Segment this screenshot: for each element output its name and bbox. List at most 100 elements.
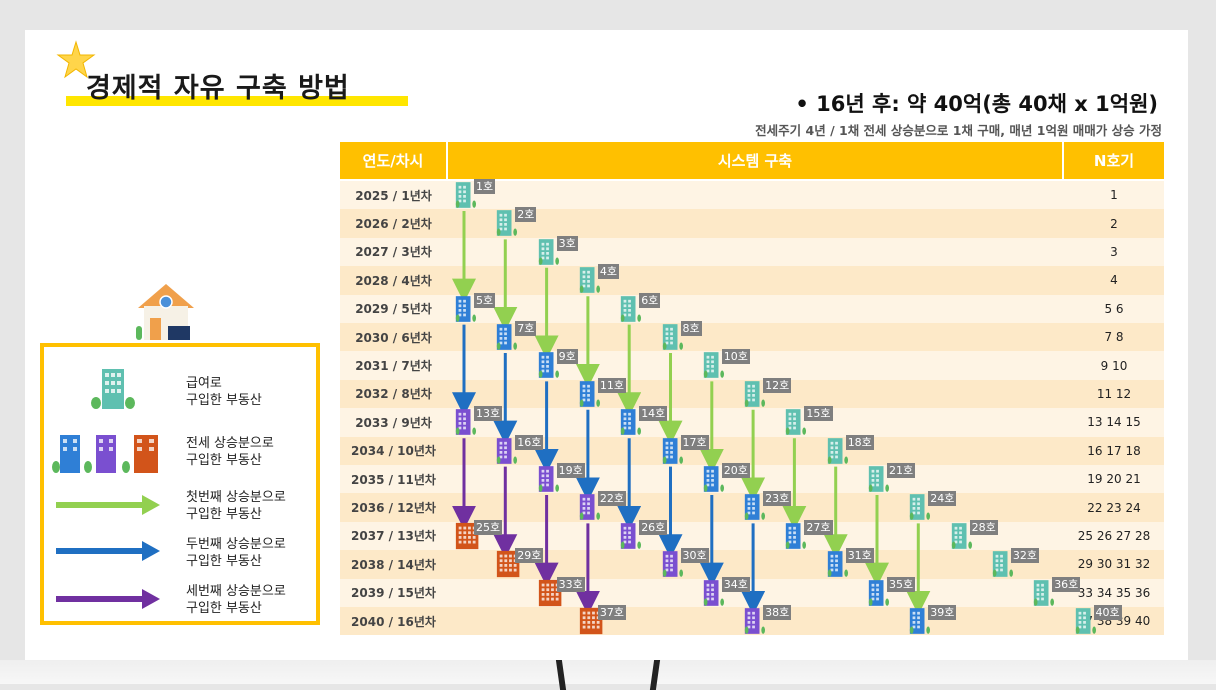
unit-label: 4호 (597, 264, 620, 280)
unit-label: 2호 (515, 207, 537, 223)
unit-label: 19호 (556, 463, 585, 478)
year-label: 2039 / 15년차 (351, 586, 436, 601)
table-row: 2028 / 4년차 4 (340, 266, 1164, 295)
building-icon (702, 351, 724, 379)
legend-deposit: 전세 상승분으로 구입한 부동산 (186, 436, 274, 468)
table-row: 2027 / 3년차 3 (340, 237, 1164, 267)
unit-label: 38호 (763, 605, 792, 620)
building-icon (826, 550, 848, 578)
unit-numbers: 25 26 27 28 (1077, 528, 1151, 543)
year-label: 2033 / 9년차 (355, 415, 432, 430)
building-icon (537, 465, 559, 493)
unit-label: 40호 (1093, 605, 1122, 620)
building-icon (537, 579, 561, 607)
unit-label: 36호 (1052, 576, 1081, 592)
star-icon (56, 40, 96, 84)
building-icon (784, 522, 807, 550)
unit-label: 7호 (515, 321, 537, 336)
table-row: 2030 / 6년차 7 8 (340, 323, 1164, 352)
unit-numbers: 33 34 35 36 (1077, 585, 1151, 600)
page-title: 경제적 자유 구축 방법 (86, 73, 350, 104)
header-count: N호기 (1064, 142, 1164, 179)
header-year: 연도/차시 (340, 142, 446, 179)
unit-label: 11호 (597, 377, 627, 393)
building-icon (784, 408, 807, 436)
building-icon (743, 493, 766, 521)
unit-label: 15호 (804, 406, 833, 422)
building-icon (495, 550, 520, 578)
year-label: 2038 / 14년차 (351, 557, 436, 572)
building-icon (90, 367, 136, 413)
year-label: 2035 / 11년차 (351, 472, 436, 487)
unit-label: 39호 (928, 605, 957, 620)
building-icon (619, 408, 642, 436)
assumption-text: 전세주기 4년 / 1채 전세 상승분으로 1채 구매, 매년 1억원 매매가 … (755, 123, 1162, 138)
building-icon (743, 607, 766, 635)
arrow-icon (56, 589, 160, 613)
building-icon (908, 607, 931, 635)
legend-second: 두번째 상승분으로 구입한 부동산 (186, 537, 286, 569)
table-row: 2034 / 10년차 16 17 18 (340, 436, 1164, 465)
building-icon (991, 550, 1013, 578)
unit-label: 37호 (597, 605, 627, 620)
unit-label: 10호 (721, 349, 750, 365)
building-icon (578, 380, 600, 408)
legend-third: 세번째 상승분으로 구입한 부동산 (186, 584, 286, 616)
building-icon (661, 323, 683, 351)
building-icon (454, 295, 476, 323)
year-label: 2027 / 3년차 (355, 245, 432, 260)
building-icon (52, 431, 164, 477)
unit-numbers: 4 (1110, 273, 1118, 288)
unit-label: 1호 (474, 179, 496, 194)
building-icon (661, 550, 683, 578)
unit-label: 17호 (680, 434, 709, 450)
unit-label: 14호 (639, 406, 668, 422)
house-icon (134, 280, 198, 348)
legend-box: 급여로 구입한 부동산 전세 상승분으로 구입한 부동산 첫번째 상승분으로 구입한 … (40, 343, 320, 625)
building-icon (867, 579, 889, 607)
year-label: 2037 / 13년차 (351, 529, 436, 544)
building-icon (454, 181, 476, 209)
table-row: 2035 / 11년차 19 20 21 (340, 465, 1164, 494)
year-label: 2031 / 7년차 (355, 359, 432, 374)
building-icon (702, 579, 724, 607)
unit-label: 32호 (1010, 548, 1040, 564)
background-floor (0, 660, 1216, 684)
building-icon (454, 522, 479, 550)
building-icon (578, 266, 600, 294)
unit-label: 13호 (474, 406, 503, 422)
year-label: 2030 / 6년차 (355, 330, 432, 345)
summary-text: • 16년 후: 약 40억(총 40채 x 1억원) (795, 92, 1158, 116)
unit-numbers: 1 (1110, 188, 1118, 203)
year-label: 2028 / 4년차 (355, 273, 432, 288)
unit-numbers: 29 30 31 32 (1077, 557, 1151, 572)
unit-label: 22호 (597, 491, 627, 507)
unit-label: 23호 (763, 491, 792, 507)
year-label: 2029 / 5년차 (355, 302, 432, 317)
unit-numbers: 9 10 (1100, 358, 1128, 373)
building-icon (619, 522, 642, 550)
unit-numbers: 7 8 (1104, 330, 1124, 345)
unit-label: 3호 (556, 235, 578, 251)
unit-numbers: 5 6 (1104, 301, 1124, 316)
unit-label: 35호 (887, 576, 916, 592)
unit-label: 27호 (804, 519, 833, 535)
building-icon (619, 295, 642, 323)
unit-label: 29호 (515, 548, 544, 564)
unit-label: 12호 (763, 377, 792, 393)
unit-label: 8호 (680, 321, 702, 336)
unit-label: 6호 (639, 292, 661, 308)
arrow-icon (56, 495, 160, 519)
unit-label: 24호 (928, 491, 957, 507)
building-icon (826, 437, 848, 465)
building-icon (495, 437, 518, 465)
unit-label: 21호 (887, 463, 916, 478)
unit-label: 16호 (515, 434, 544, 450)
table-row: 2038 / 14년차 29 30 31 32 (340, 550, 1164, 579)
year-label: 2036 / 12년차 (351, 501, 436, 516)
unit-label: 30호 (680, 548, 709, 564)
building-icon (661, 437, 683, 465)
building-icon (537, 238, 559, 266)
unit-label: 9호 (556, 349, 578, 365)
building-icon (578, 607, 603, 635)
